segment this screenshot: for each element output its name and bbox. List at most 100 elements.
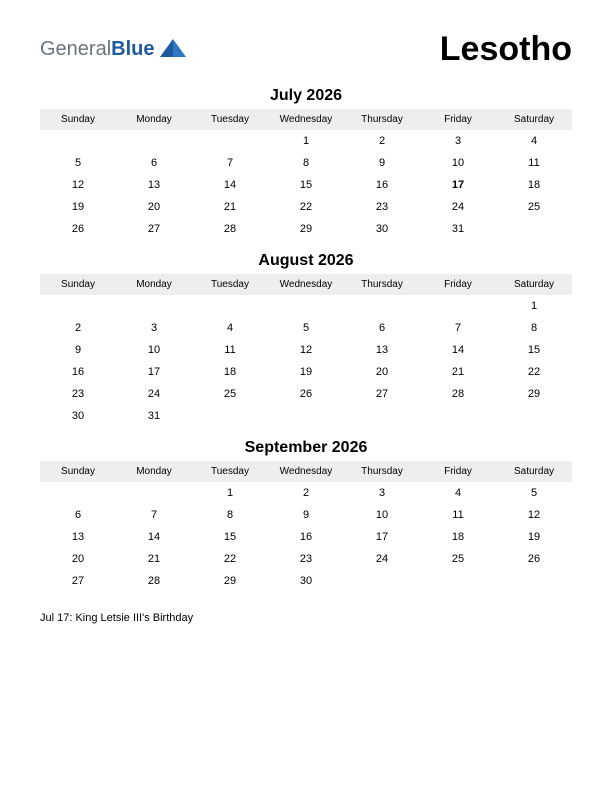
- month-title: July 2026: [40, 87, 572, 105]
- calendar-week-row: 567891011: [40, 152, 572, 174]
- calendar-day-cell: [40, 130, 116, 152]
- calendar-day-cell: 29: [268, 218, 344, 240]
- brand-logo: GeneralBlue: [40, 37, 186, 62]
- calendar-day-cell: 15: [192, 526, 268, 548]
- calendar-day-cell: [268, 295, 344, 317]
- calendar-day-cell: 1: [268, 130, 344, 152]
- calendar-day-cell: 28: [420, 383, 496, 405]
- calendar-week-row: 262728293031: [40, 218, 572, 240]
- calendar-day-cell: 19: [496, 526, 572, 548]
- calendar-day-cell: 16: [344, 174, 420, 196]
- weekday-header: Thursday: [344, 109, 420, 130]
- calendar-day-cell: [344, 405, 420, 427]
- calendar-day-cell: 10: [420, 152, 496, 174]
- weekday-header: Wednesday: [268, 461, 344, 482]
- calendar-day-cell: 8: [192, 504, 268, 526]
- weekday-header: Tuesday: [192, 274, 268, 295]
- calendar-day-cell: 20: [40, 548, 116, 570]
- weekday-header: Sunday: [40, 274, 116, 295]
- calendar-week-row: 12345: [40, 482, 572, 504]
- calendar-day-cell: [420, 570, 496, 592]
- calendar-day-cell: 22: [268, 196, 344, 218]
- calendar-day-cell: 5: [496, 482, 572, 504]
- calendar-day-cell: 15: [496, 339, 572, 361]
- calendar-day-cell: 25: [420, 548, 496, 570]
- month-title: September 2026: [40, 439, 572, 457]
- calendar-week-row: 23242526272829: [40, 383, 572, 405]
- calendar-day-cell: 4: [496, 130, 572, 152]
- calendar-day-cell: 22: [496, 361, 572, 383]
- weekday-header: Saturday: [496, 274, 572, 295]
- country-title: Lesotho: [440, 30, 572, 69]
- calendar-day-cell: 27: [344, 383, 420, 405]
- calendar-day-cell: 18: [192, 361, 268, 383]
- calendar-day-cell: 12: [268, 339, 344, 361]
- calendar-day-cell: [116, 295, 192, 317]
- calendar-day-cell: 2: [40, 317, 116, 339]
- calendar-day-cell: 4: [192, 317, 268, 339]
- weekday-header: Monday: [116, 109, 192, 130]
- calendar-month: July 2026SundayMondayTuesdayWednesdayThu…: [40, 87, 572, 240]
- calendar-day-cell: [192, 405, 268, 427]
- calendar-day-cell: 10: [344, 504, 420, 526]
- calendars-container: July 2026SundayMondayTuesdayWednesdayThu…: [40, 87, 572, 592]
- calendar-day-cell: 3: [420, 130, 496, 152]
- calendar-day-cell: 18: [496, 174, 572, 196]
- calendar-day-cell: 30: [344, 218, 420, 240]
- calendar-day-cell: 15: [268, 174, 344, 196]
- calendar-day-cell: 5: [268, 317, 344, 339]
- calendar-week-row: 6789101112: [40, 504, 572, 526]
- calendar-day-cell: [268, 405, 344, 427]
- page-header: GeneralBlue Lesotho: [40, 30, 572, 69]
- calendar-day-cell: 14: [116, 526, 192, 548]
- weekday-header: Wednesday: [268, 274, 344, 295]
- calendar-day-cell: [192, 130, 268, 152]
- calendar-day-cell: 2: [344, 130, 420, 152]
- calendar-day-cell: 18: [420, 526, 496, 548]
- weekday-header: Sunday: [40, 109, 116, 130]
- calendar-day-cell: 28: [192, 218, 268, 240]
- weekday-header: Wednesday: [268, 109, 344, 130]
- calendar-day-cell: 9: [40, 339, 116, 361]
- calendar-day-cell: 24: [116, 383, 192, 405]
- calendar-day-cell: 30: [40, 405, 116, 427]
- calendar-day-cell: 6: [116, 152, 192, 174]
- weekday-header: Monday: [116, 461, 192, 482]
- calendar-day-cell: 6: [40, 504, 116, 526]
- calendar-day-cell: [420, 405, 496, 427]
- weekday-header: Friday: [420, 274, 496, 295]
- weekday-header: Friday: [420, 461, 496, 482]
- calendar-day-cell: [496, 570, 572, 592]
- calendar-day-cell: 23: [344, 196, 420, 218]
- calendar-day-cell: 17: [116, 361, 192, 383]
- weekday-header: Thursday: [344, 461, 420, 482]
- weekday-header: Sunday: [40, 461, 116, 482]
- calendar-day-cell: 21: [116, 548, 192, 570]
- logo-triangle-icon: [160, 37, 186, 62]
- calendar-week-row: 19202122232425: [40, 196, 572, 218]
- calendar-day-cell: 9: [268, 504, 344, 526]
- calendar-day-cell: 26: [40, 218, 116, 240]
- calendar-day-cell: 13: [116, 174, 192, 196]
- calendar-day-cell: 24: [344, 548, 420, 570]
- calendar-day-cell: 11: [192, 339, 268, 361]
- weekday-header: Friday: [420, 109, 496, 130]
- calendar-day-cell: 5: [40, 152, 116, 174]
- calendar-day-cell: 24: [420, 196, 496, 218]
- calendar-day-cell: 6: [344, 317, 420, 339]
- calendar-day-cell: 7: [192, 152, 268, 174]
- calendar-day-cell: 27: [116, 218, 192, 240]
- calendar-day-cell: 21: [192, 196, 268, 218]
- calendar-week-row: 13141516171819: [40, 526, 572, 548]
- calendar-week-row: 16171819202122: [40, 361, 572, 383]
- calendar-day-cell: 7: [116, 504, 192, 526]
- calendar-day-cell: 23: [268, 548, 344, 570]
- calendar-day-cell: 22: [192, 548, 268, 570]
- calendar-day-cell: 31: [116, 405, 192, 427]
- calendar-day-cell: 16: [40, 361, 116, 383]
- calendar-day-cell: 2: [268, 482, 344, 504]
- calendar-day-cell: 3: [344, 482, 420, 504]
- calendar-day-cell: 10: [116, 339, 192, 361]
- calendar-day-cell: 7: [420, 317, 496, 339]
- calendar-day-cell: 11: [420, 504, 496, 526]
